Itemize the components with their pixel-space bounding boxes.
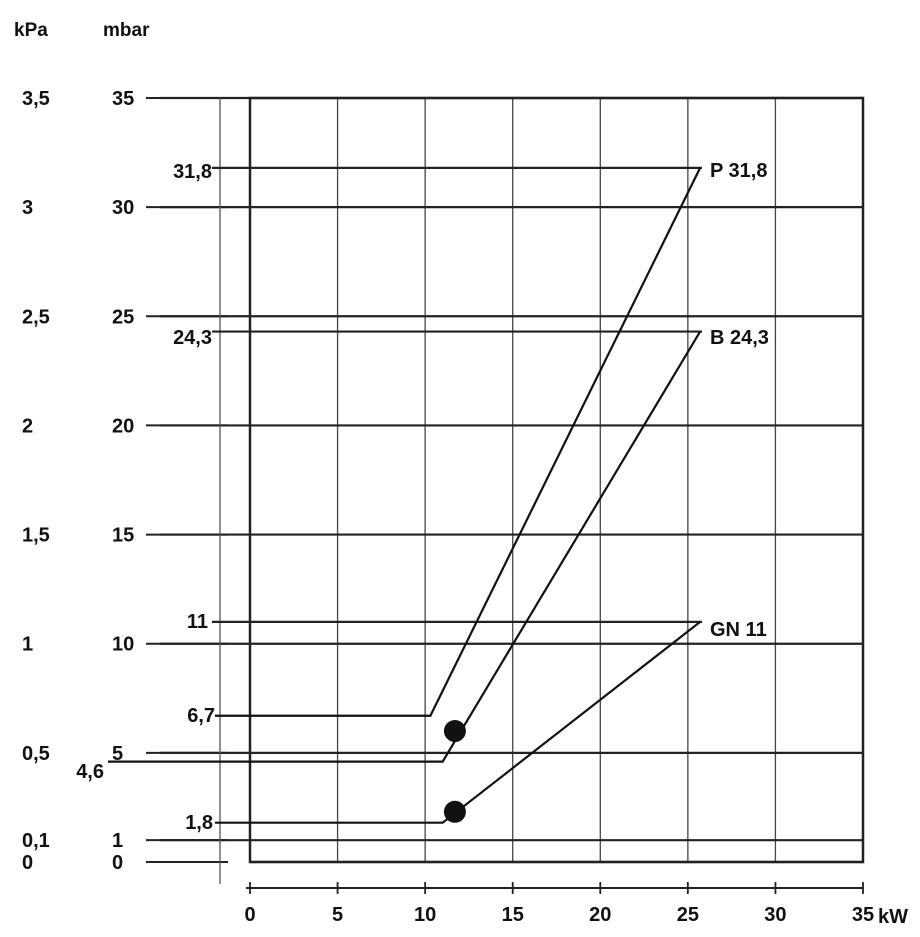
- kpa-axis-header: kPa: [14, 20, 48, 41]
- y-tick-label-mbar: 5: [112, 743, 123, 765]
- curve-label-b: B 24,3: [710, 327, 769, 349]
- series-line: [215, 167, 702, 717]
- grid: [160, 96, 863, 864]
- y-tick-label-mbar: 0: [112, 852, 123, 874]
- labels: kPa mbar kW P 31,8 B 24,3 GN 11 31,8 24,…: [14, 20, 908, 928]
- min-label-gn: 1,8: [185, 812, 213, 834]
- y-tick-label-kpa: 0,5: [22, 743, 50, 765]
- y-tick-label-mbar: 1: [112, 830, 123, 852]
- x-tick-label: 30: [764, 904, 786, 926]
- ref-label-b: 24,3: [173, 327, 212, 349]
- y-tick-label-kpa: 3,5: [22, 88, 50, 110]
- x-tick-label: 10: [414, 904, 436, 926]
- operating-point-marker: [443, 800, 466, 823]
- series-line: [215, 621, 701, 824]
- y-tick-label-kpa: 0: [22, 852, 33, 874]
- x-tick-label: 25: [677, 904, 699, 926]
- y-tick-label-mbar: 35: [112, 88, 134, 110]
- y-tick-label-mbar: 10: [112, 634, 134, 656]
- mbar-axis-header: mbar: [103, 20, 150, 41]
- y-tick-label-kpa: 2,5: [22, 306, 50, 328]
- y-tick-label-kpa: 1,5: [22, 525, 50, 547]
- plot-frame: [248, 96, 865, 864]
- x-tick-label: 20: [589, 904, 611, 926]
- min-label-b: 4,6: [76, 761, 104, 783]
- y-tick-label-kpa: 1: [22, 634, 33, 656]
- x-tick-label: 5: [332, 904, 343, 926]
- operating-point-marker: [443, 720, 466, 743]
- x-tick-label: 15: [502, 904, 524, 926]
- ref-label-gn: 11: [187, 611, 208, 633]
- curve-label-gn: GN 11: [710, 619, 767, 641]
- y-tick-label-kpa: 3: [22, 197, 33, 219]
- y-tick-label-mbar: 30: [112, 197, 134, 219]
- ref-label-p: 31,8: [173, 161, 212, 183]
- series-group: [108, 166, 702, 824]
- y-tick-label-mbar: 20: [112, 415, 134, 437]
- y-tick-label-mbar: 15: [112, 525, 134, 547]
- y-tick-label-kpa: 0,1: [22, 830, 50, 852]
- x-tick-label: 0: [244, 904, 255, 926]
- x-unit-label: kW: [878, 906, 908, 928]
- series-line: [108, 331, 702, 763]
- min-label-p: 6,7: [187, 705, 215, 727]
- y-tick-label-kpa: 2: [22, 415, 33, 437]
- y-tick-label-mbar: 25: [112, 306, 134, 328]
- curve-label-p: P 31,8: [710, 160, 767, 182]
- x-tick-label: 35: [852, 904, 874, 926]
